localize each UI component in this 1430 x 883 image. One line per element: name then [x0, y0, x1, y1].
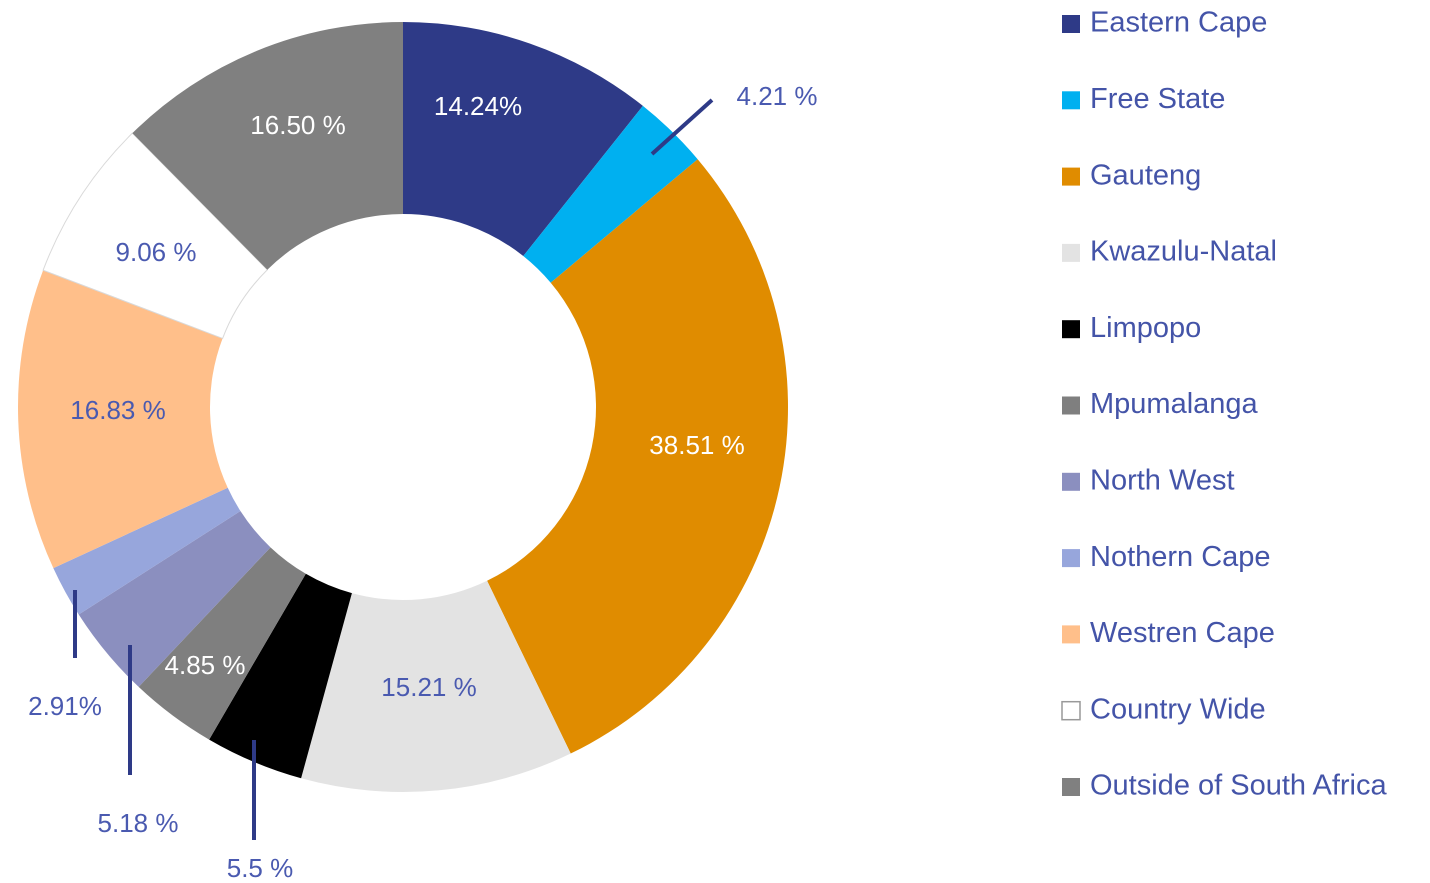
legend-label: Free State: [1090, 83, 1225, 115]
data-label: 4.21 %: [737, 81, 818, 111]
data-label: 38.51 %: [649, 430, 744, 460]
legend-label: Gauteng: [1090, 159, 1201, 191]
data-label: 5.5 %: [227, 853, 294, 883]
donut-slice: [403, 22, 643, 257]
legend-swatch: [1061, 700, 1081, 721]
donut-slice: [301, 580, 571, 793]
legend-swatch: [1062, 472, 1080, 491]
donut-slice: [209, 573, 352, 779]
legend-label: Westren Cape: [1090, 617, 1275, 649]
legend-swatch: [1062, 91, 1080, 110]
donut-slice: [487, 159, 789, 754]
donut-slice: [53, 487, 241, 615]
leader-line: [650, 98, 714, 156]
legend-swatch: [1062, 243, 1080, 262]
legend-label: Mpumalanga: [1090, 388, 1259, 420]
legend-label: North West: [1090, 464, 1235, 496]
data-label: 9.06 %: [116, 237, 197, 267]
data-label: 14.24%: [434, 91, 522, 121]
data-label: 15.21 %: [381, 672, 476, 702]
legend-label: Country Wide: [1090, 693, 1266, 725]
data-label: 16.50 %: [250, 110, 345, 140]
legend-label: Eastern Cape: [1090, 7, 1267, 39]
legend-label: Outside of South Africa: [1090, 770, 1387, 802]
legend-swatch: [1062, 625, 1080, 644]
legend-swatch: [1062, 549, 1080, 568]
data-label: 2.91%: [28, 691, 102, 721]
legend-swatch: [1062, 396, 1080, 415]
legend-label: Kwazulu-Natal: [1090, 236, 1277, 268]
donut-slice: [17, 270, 228, 569]
legend-swatch: [1062, 15, 1080, 33]
legend-swatch: [1062, 167, 1080, 186]
donut-slice: [138, 547, 306, 740]
legend-swatch: [1062, 320, 1080, 339]
data-label: 16.83 %: [70, 395, 165, 425]
legend-label: Limpopo: [1090, 312, 1201, 344]
data-label: 5.18 %: [98, 808, 179, 838]
donut-slice: [78, 511, 271, 687]
legend-swatch: [1062, 778, 1080, 796]
donut-slice: [42, 132, 269, 340]
donut-slice: [132, 22, 403, 270]
legend-label: Nothern Cape: [1090, 541, 1271, 573]
data-label: 4.85 %: [165, 650, 246, 680]
